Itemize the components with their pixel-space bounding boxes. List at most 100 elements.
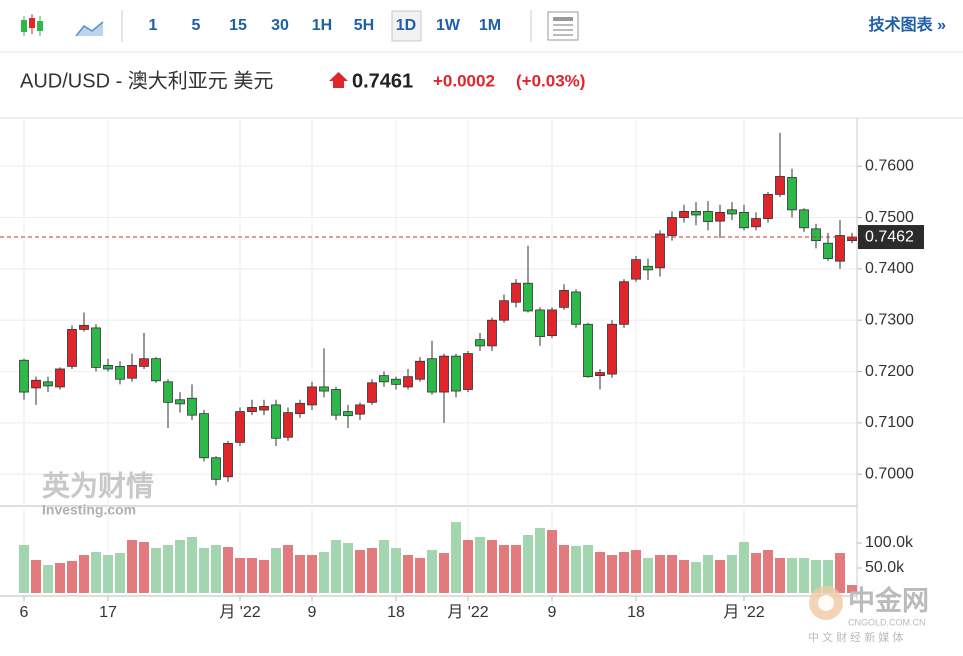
candle-body [67, 329, 77, 367]
volume-bar [235, 558, 245, 593]
interval-button[interactable]: 5H [354, 17, 374, 34]
candle-body [763, 194, 773, 219]
volume-bar [43, 565, 53, 593]
candle-body [307, 386, 317, 406]
volume-bar [763, 550, 773, 593]
selected-box [391, 10, 422, 42]
candle-body [127, 364, 137, 379]
volume-bar [415, 558, 425, 593]
volume-bar [403, 555, 413, 593]
volume-bar [379, 540, 389, 593]
volume-bar [751, 553, 761, 593]
candle-body [343, 411, 353, 417]
candle-body [355, 404, 365, 415]
volume-bar [103, 555, 113, 593]
x-tick-label: 17 [99, 604, 117, 621]
candle-body [367, 382, 377, 403]
candle-body [679, 210, 689, 218]
up-arrow [329, 72, 348, 88]
interval-button[interactable]: 1D [396, 17, 416, 34]
candle-body [823, 242, 833, 259]
interval-button[interactable]: 15 [229, 17, 247, 34]
volume-bar [211, 545, 221, 593]
volume-bar [823, 560, 833, 593]
change-pct: (+0.03%) [516, 71, 585, 90]
volume-bar [451, 522, 461, 593]
interval-button[interactable]: 1M [479, 17, 501, 34]
volume-bar [547, 530, 557, 593]
volume-bar [199, 548, 209, 593]
volume-bar [427, 550, 437, 593]
price-pane [0, 132, 857, 486]
candle-body [475, 339, 485, 347]
volume-bar [319, 552, 329, 593]
volume-bar [799, 558, 809, 593]
table-icon[interactable] [547, 11, 579, 41]
candle-body [439, 355, 449, 393]
change: +0.0002 [433, 71, 495, 90]
volume-bar [331, 540, 341, 593]
area-icon[interactable] [75, 21, 104, 37]
candle-body [151, 358, 161, 382]
candle-body [511, 282, 521, 303]
last-price-label: 0.7462 [865, 228, 914, 245]
volume-bar [835, 553, 845, 593]
volume-bar [607, 555, 617, 593]
price: 0.7461 [352, 70, 413, 92]
candle-body [295, 402, 305, 415]
candle-body [799, 209, 809, 229]
volume-bar [847, 585, 857, 593]
candle-body [211, 457, 221, 480]
x-tick-label: 月 '22 [723, 604, 764, 621]
interval-button[interactable]: 1W [436, 17, 461, 34]
candle-body [43, 381, 53, 387]
volume-bar [19, 545, 29, 593]
candle-body [547, 309, 557, 336]
volume-bar [223, 547, 233, 593]
volume-bar [271, 548, 281, 593]
candle-body [91, 327, 101, 368]
volume-bar [151, 548, 161, 593]
interval-button[interactable]: 1 [149, 17, 158, 34]
grid [0, 118, 862, 596]
volume-bar [787, 558, 797, 593]
tech-chart-link[interactable]: 技术图表 » [869, 15, 946, 34]
candle-body [715, 211, 725, 222]
volume-bar [283, 545, 293, 593]
volume-bar [475, 537, 485, 593]
x-tick-label: 9 [308, 604, 317, 621]
volume-bar [535, 528, 545, 593]
volume-bar [499, 545, 509, 593]
interval-button[interactable]: 1H [312, 17, 332, 34]
volume-bar [703, 555, 713, 593]
volume-bar [307, 555, 317, 593]
interval-button[interactable]: 30 [271, 17, 289, 34]
candle-body [667, 217, 677, 236]
x-tick-label: 月 '22 [447, 604, 488, 621]
logo-text: 中金网 [848, 585, 929, 616]
volume-bar [439, 553, 449, 593]
candle-body [139, 358, 149, 367]
candle-body [235, 411, 245, 443]
candle-body [607, 323, 617, 375]
candle-body [787, 177, 797, 211]
volume-bar [643, 558, 653, 593]
candle-body [19, 359, 29, 393]
volume-bar [811, 560, 821, 593]
candle-body [247, 407, 257, 412]
candle-body [559, 290, 569, 308]
volume-bar [487, 540, 497, 593]
volume-bar [91, 552, 101, 593]
candle-body [55, 368, 65, 388]
volume-bar [31, 560, 41, 593]
candle-body [727, 209, 737, 215]
volume-bar [187, 537, 197, 593]
interval-button[interactable]: 5 [192, 17, 201, 34]
candle-body [499, 300, 509, 321]
volume-bar [619, 552, 629, 593]
volume-bar [139, 542, 149, 593]
candle-body [175, 399, 185, 405]
symbol: AUD/USD - 澳大利亚元 美元 [20, 69, 273, 92]
volume-tick-label: 100.0k [865, 534, 914, 551]
